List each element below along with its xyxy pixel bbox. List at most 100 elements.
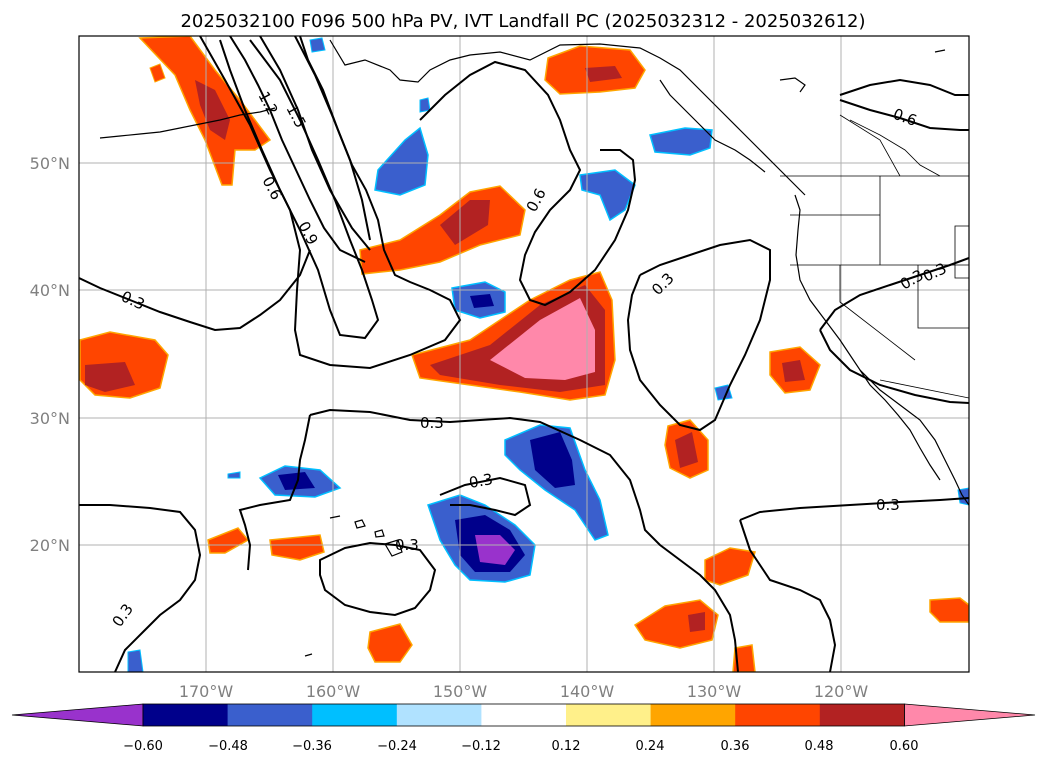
gridlines bbox=[79, 36, 969, 672]
contour-0-6-west bbox=[199, 36, 462, 370]
colorbar-cell bbox=[481, 704, 567, 726]
colorbar-cells bbox=[11, 703, 1036, 727]
contour-0-3-left bbox=[79, 504, 202, 672]
colorbar-cell bbox=[396, 704, 482, 726]
positive-region-north-band-core bbox=[440, 200, 490, 245]
negative-region-mid-core bbox=[470, 294, 494, 308]
coast-island-1 bbox=[779, 77, 806, 93]
positive-region-south bbox=[633, 599, 719, 649]
state-borders bbox=[780, 114, 969, 399]
negative-region-spot-3 bbox=[419, 97, 431, 113]
colorbar-tick: −0.36 bbox=[292, 739, 332, 754]
positive-region-east-small-core bbox=[782, 360, 805, 382]
border-canada-mountains bbox=[849, 119, 941, 177]
contour-label: 0.3 bbox=[468, 470, 495, 492]
contour-0-3-hawaii bbox=[319, 541, 437, 617]
border-az-nm bbox=[954, 225, 969, 279]
negative-anomaly-regions bbox=[127, 37, 969, 672]
colorbar-frame bbox=[142, 703, 905, 727]
colorbar-tick: 0.60 bbox=[890, 739, 919, 754]
contour-0-6-east-b bbox=[839, 99, 969, 131]
negative-region-alaska bbox=[649, 127, 713, 156]
colorbar-cell bbox=[312, 704, 398, 726]
colorbar-tick: −0.12 bbox=[461, 739, 501, 754]
lat-labels: 50°N 40°N 30°N 20°N bbox=[30, 154, 70, 555]
lon-label-150w: 150°W bbox=[433, 682, 488, 701]
positive-region-gulf-alaska-core bbox=[585, 66, 622, 82]
contour-0-3-east-2 bbox=[819, 257, 969, 331]
contour-label: 0.3 bbox=[395, 536, 419, 554]
contour-label: 0.3 bbox=[876, 496, 900, 514]
lat-label-20n: 20°N bbox=[30, 536, 70, 555]
contour-0-3-mid bbox=[309, 408, 739, 672]
colorbar-tick: −0.24 bbox=[377, 739, 417, 754]
coast-island-2 bbox=[934, 49, 946, 53]
colorbar-cell bbox=[143, 704, 229, 726]
contour-0-3-mid-loop bbox=[238, 414, 311, 571]
colorbar-tick: 0.24 bbox=[636, 739, 665, 754]
negative-region-north bbox=[374, 126, 429, 196]
negative-region-central-east-core bbox=[530, 432, 575, 488]
positive-region-south-core bbox=[688, 612, 705, 632]
positive-region-aleutian-spot bbox=[149, 63, 166, 83]
colorbar-extend-min bbox=[11, 703, 144, 727]
contour-0-3-center-loop bbox=[439, 476, 532, 517]
negative-region-spot-6 bbox=[227, 471, 241, 479]
coast-alaska bbox=[329, 39, 806, 196]
negative-region-spot-4 bbox=[309, 37, 326, 53]
map-panel: 1.2 1.5 0.6 0.9 0.6 0.6 0.3 0.3 0.3 0.3 … bbox=[30, 35, 970, 701]
positive-region-west-core bbox=[85, 362, 135, 392]
lat-label-50n: 50°N bbox=[30, 154, 70, 173]
colorbar-cell bbox=[735, 704, 821, 726]
positive-region-aleutian-core bbox=[195, 80, 230, 140]
lat-label-40n: 40°N bbox=[30, 281, 70, 300]
negative-region-northeast bbox=[579, 169, 636, 222]
contour-0-3-west bbox=[79, 249, 311, 332]
negative-region-west-core bbox=[278, 472, 315, 490]
lon-labels: 170°W 160°W 150°W 140°W 130°W 120°W bbox=[179, 682, 869, 701]
coast-hawaii-3 bbox=[374, 529, 385, 538]
border-nv-ca bbox=[839, 265, 916, 361]
colorbar-ticks: −0.60 −0.48 −0.36 −0.24 −0.12 0.12 0.24 … bbox=[123, 739, 918, 754]
lat-label-30n: 30°N bbox=[30, 409, 70, 428]
positive-region-central-core bbox=[490, 298, 595, 380]
colorbar-cell bbox=[227, 704, 313, 726]
colorbar: −0.60 −0.48 −0.36 −0.24 −0.12 0.12 0.24 … bbox=[11, 703, 1036, 754]
border-mexico bbox=[879, 379, 969, 399]
lon-label-160w: 160°W bbox=[306, 682, 361, 701]
colorbar-tick: −0.60 bbox=[123, 739, 163, 754]
lon-label-140w: 140°W bbox=[560, 682, 615, 701]
positive-region-south-tail bbox=[732, 644, 756, 672]
coast-hawaii-1 bbox=[329, 515, 341, 519]
lon-label-170w: 170°W bbox=[179, 682, 234, 701]
contour-1-2 bbox=[229, 36, 366, 263]
contour-0-6-east bbox=[839, 78, 969, 96]
contour-0-3-southeast bbox=[739, 497, 969, 521]
colorbar-tick: 0.36 bbox=[721, 739, 750, 754]
positive-anomaly-regions bbox=[79, 36, 969, 672]
pv-contours bbox=[79, 36, 969, 672]
coast-aleutians bbox=[99, 107, 276, 139]
contour-0-3-south-east bbox=[739, 519, 837, 672]
coast-baja bbox=[859, 369, 941, 481]
contour-0-6-north bbox=[419, 60, 637, 307]
contour-0-3-east-3 bbox=[819, 329, 969, 404]
positive-region-hawaii-mid bbox=[269, 534, 325, 561]
positive-region-mid-east-core bbox=[675, 432, 698, 468]
coast-west-usa bbox=[794, 194, 969, 506]
contour-1-5 bbox=[259, 36, 371, 251]
lon-label-120w: 120°W bbox=[814, 682, 869, 701]
negative-region-spot-2 bbox=[127, 649, 144, 672]
contour-0-3-east bbox=[626, 238, 771, 432]
coast-hawaii-big bbox=[384, 539, 403, 557]
map-frame bbox=[78, 35, 970, 673]
colorbar-tick: −0.48 bbox=[208, 739, 248, 754]
colorbar-tick: 0.48 bbox=[805, 739, 834, 754]
plot-title: 2025032100 F096 500 hPa PV, IVT Landfall… bbox=[180, 11, 865, 32]
lon-label-130w: 130°W bbox=[687, 682, 742, 701]
coast-hawaii-2 bbox=[354, 519, 366, 529]
colorbar-cell bbox=[650, 704, 736, 726]
negative-region-south-central-center bbox=[475, 535, 515, 565]
coast-island-3 bbox=[304, 653, 313, 657]
